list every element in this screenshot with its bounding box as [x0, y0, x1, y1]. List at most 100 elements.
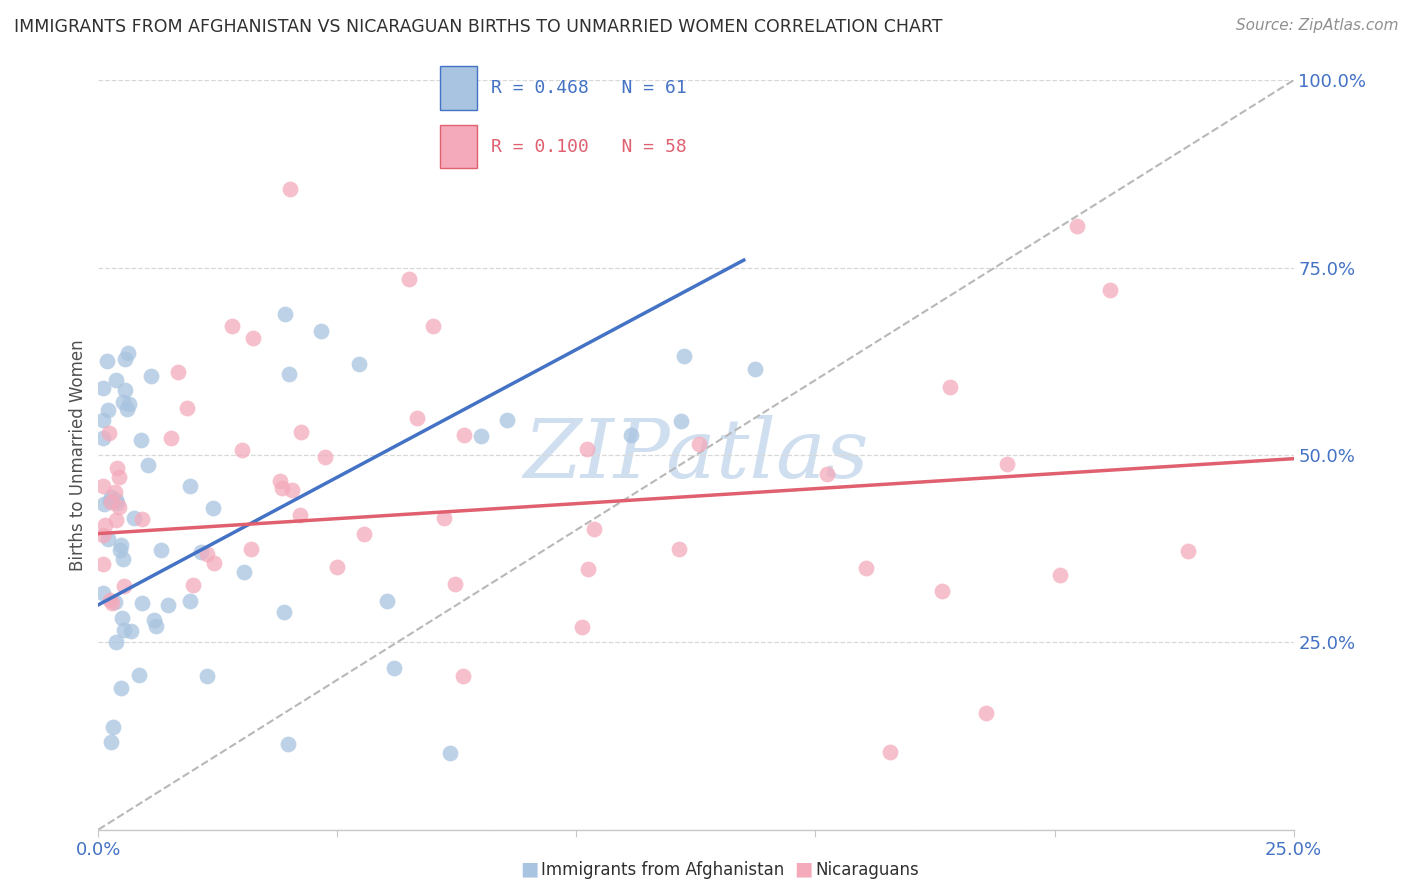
Point [995, 457, 1018, 471]
Point [406, 411, 429, 425]
Point [104, 492, 127, 507]
Point [179, 594, 201, 608]
Point [105, 373, 128, 387]
Point [91, 557, 114, 571]
Point [129, 433, 152, 447]
Point [98, 593, 121, 607]
Point [104, 595, 127, 609]
Y-axis label: Births to Unmarried Women: Births to Unmarried Women [69, 339, 87, 571]
Point [314, 450, 336, 464]
Point [145, 619, 167, 633]
Text: Source: ZipAtlas.com: Source: ZipAtlas.com [1236, 18, 1399, 33]
Point [143, 613, 166, 627]
Point [110, 538, 132, 552]
Point [94, 518, 117, 533]
Bar [440, 66, 477, 110]
Point [571, 620, 593, 634]
Point [620, 428, 643, 442]
Point [242, 331, 264, 345]
Point [111, 611, 134, 625]
Point [166, 365, 188, 379]
Point [273, 605, 295, 619]
Text: R = 0.468   N = 61: R = 0.468 N = 61 [491, 79, 686, 97]
Point [439, 746, 461, 760]
Point [181, 578, 204, 592]
Point [91, 585, 114, 599]
Point [111, 395, 134, 409]
Point [100, 734, 122, 748]
Point [879, 745, 901, 759]
Point [496, 413, 519, 427]
Text: ■: ■ [520, 860, 538, 879]
Point [118, 396, 141, 410]
Point [1066, 219, 1088, 233]
Point [233, 565, 256, 579]
Point [290, 425, 312, 439]
Text: ZIPatlas: ZIPatlas [523, 415, 869, 495]
Point [96, 353, 118, 368]
Point [160, 432, 183, 446]
Point [422, 318, 444, 333]
Point [108, 469, 131, 483]
Point [688, 436, 710, 450]
Point [443, 577, 465, 591]
Point [136, 458, 159, 472]
Point [110, 681, 132, 695]
Point [382, 661, 405, 675]
Point [110, 542, 132, 557]
Point [274, 307, 297, 321]
Point [179, 478, 201, 492]
Point [453, 428, 475, 442]
Point [938, 380, 960, 394]
Point [576, 442, 599, 456]
Point [221, 319, 243, 334]
Point [104, 484, 127, 499]
Point [744, 361, 766, 376]
Point [576, 562, 599, 576]
Point [149, 542, 172, 557]
Point [582, 522, 605, 536]
Point [112, 579, 135, 593]
Point [1049, 568, 1071, 582]
Point [433, 511, 456, 525]
Point [100, 490, 122, 504]
Point [195, 548, 218, 562]
Point [281, 483, 304, 497]
Point [326, 560, 349, 574]
Point [97, 403, 120, 417]
Point [290, 508, 312, 522]
Point [931, 583, 953, 598]
Point [93, 497, 115, 511]
Point [347, 357, 370, 371]
Point [673, 349, 696, 363]
Bar [440, 125, 477, 169]
Point [375, 594, 398, 608]
Point [195, 669, 218, 683]
Point [974, 706, 997, 720]
Point [105, 513, 128, 527]
Point [105, 635, 128, 649]
Point [120, 624, 142, 639]
Point [269, 474, 291, 488]
Text: Immigrants from Afghanistan: Immigrants from Afghanistan [541, 861, 785, 879]
Point [91, 528, 114, 542]
Point [101, 720, 124, 734]
Point [112, 552, 135, 566]
Point [176, 401, 198, 415]
Point [239, 541, 262, 556]
Point [669, 414, 692, 428]
Point [156, 599, 179, 613]
Point [1177, 544, 1199, 558]
Point [141, 369, 163, 384]
Point [855, 561, 877, 575]
Point [97, 533, 120, 547]
Text: R = 0.100   N = 58: R = 0.100 N = 58 [491, 138, 686, 156]
Point [309, 324, 332, 338]
Point [91, 413, 114, 427]
Point [271, 481, 294, 495]
Point [97, 425, 120, 440]
Point [131, 512, 153, 526]
Point [1099, 283, 1122, 297]
Point [131, 596, 153, 610]
Point [114, 351, 136, 366]
